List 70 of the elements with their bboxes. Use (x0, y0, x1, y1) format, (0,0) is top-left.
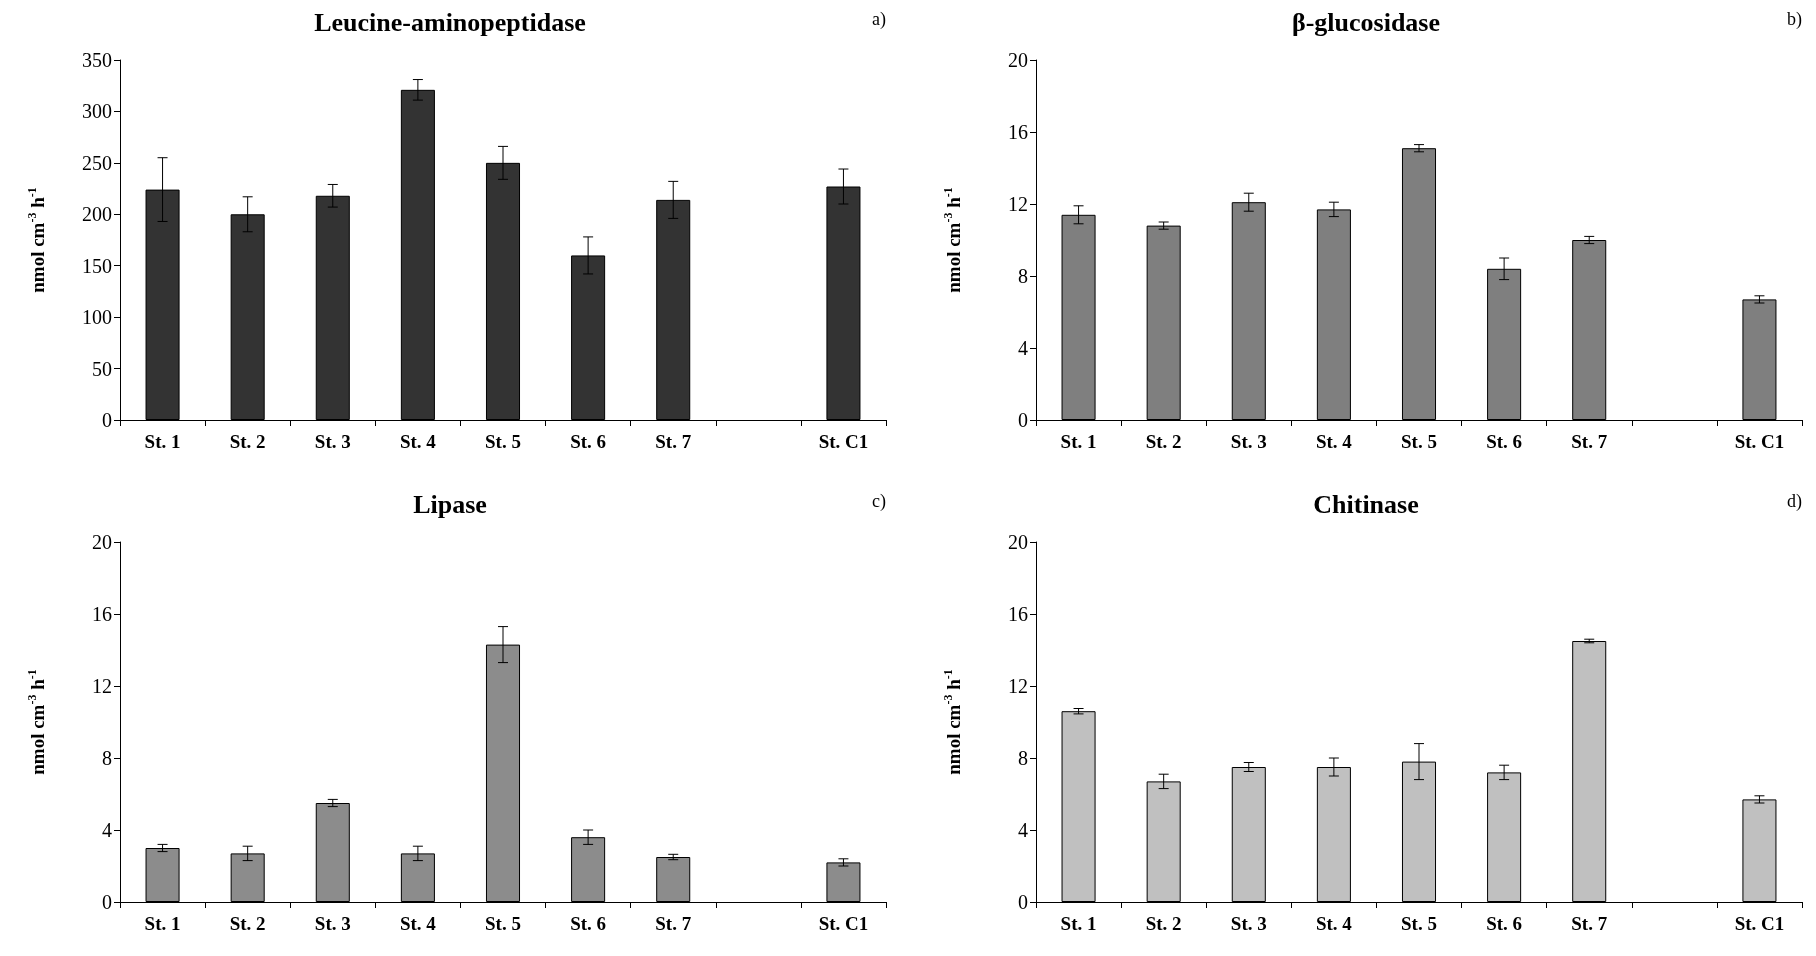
x-tick-label: St. 7 (655, 913, 692, 934)
x-tick-label: St. 5 (485, 913, 521, 934)
y-tick-label: 8 (1018, 747, 1028, 769)
y-tick-label: 200 (82, 203, 112, 226)
x-tick-label: St. 1 (144, 913, 181, 934)
y-tick-label: 8 (102, 747, 112, 769)
x-tick-label: St. 6 (1486, 913, 1523, 934)
y-tick-label: 20 (92, 531, 112, 553)
chart-title: Lipase (413, 489, 487, 519)
chart-title: β-glucosidase (1291, 7, 1441, 37)
y-axis-title: nmol cm-3 h-1 (941, 669, 964, 775)
y-tick-label: 300 (82, 100, 112, 123)
y-tick-label: 4 (1018, 819, 1028, 841)
y-axis-title: nmol cm-3 h-1 (941, 187, 964, 293)
y-tick-label: 8 (1018, 265, 1028, 287)
x-tick-label: St. 6 (570, 431, 607, 452)
x-tick-label: St. C1 (1734, 431, 1785, 452)
y-tick-label: 20 (1008, 531, 1028, 553)
y-tick-label: 16 (92, 603, 112, 625)
x-tick-label: St. 6 (1486, 431, 1523, 452)
x-tick-label: St. 1 (1060, 913, 1097, 934)
x-tick-label: St. 3 (1230, 913, 1267, 934)
x-tick-label: St. 4 (1315, 913, 1353, 934)
x-tick-label: St. 4 (399, 431, 437, 452)
x-tick-label: St. 2 (229, 431, 266, 452)
x-tick-label: St. 2 (1145, 431, 1182, 452)
y-tick-label: 50 (92, 357, 112, 380)
text: c) (872, 491, 887, 512)
x-tick-label: St. 5 (1401, 913, 1437, 934)
x-tick-label: St. C1 (1734, 913, 1785, 934)
y-tick-label: 100 (82, 306, 112, 329)
x-tick-label: St. C1 (818, 431, 869, 452)
y-tick-label: 150 (82, 254, 112, 277)
y-tick-label: 350 (82, 49, 112, 71)
x-tick-label: St. 7 (1571, 431, 1608, 452)
text: a) (872, 9, 887, 30)
y-tick-label: 16 (1008, 603, 1028, 625)
y-axis-title: nmol cm-3 h-1 (25, 187, 48, 293)
y-tick-label: 0 (102, 409, 112, 431)
x-tick-label: St. 1 (1060, 431, 1097, 452)
x-tick-label: St. 7 (655, 431, 692, 452)
x-tick-label: St. 1 (144, 431, 181, 452)
y-tick-label: 4 (1018, 337, 1028, 359)
y-tick-label: 250 (82, 151, 112, 174)
x-tick-label: St. 7 (1571, 913, 1608, 934)
x-tick-label: St. 3 (1230, 431, 1267, 452)
x-tick-label: St. 6 (570, 913, 607, 934)
y-tick-label: 16 (1008, 121, 1028, 143)
y-tick-label: 0 (1018, 409, 1028, 431)
y-tick-label: 0 (1018, 891, 1028, 913)
x-tick-label: St. 2 (1145, 913, 1182, 934)
y-tick-label: 4 (102, 819, 112, 841)
text: d) (1787, 491, 1803, 512)
chart-title: Leucine-aminopeptidase (314, 7, 586, 37)
x-tick-label: St. C1 (818, 913, 869, 934)
x-tick-label: St. 2 (229, 913, 266, 934)
x-tick-label: St. 5 (1401, 431, 1437, 452)
x-tick-label: St. 3 (314, 913, 351, 934)
x-tick-label: St. 4 (399, 913, 437, 934)
chart-title: Chitinase (1313, 489, 1419, 519)
x-tick-label: St. 4 (1315, 431, 1353, 452)
y-axis-title: nmol cm-3 h-1 (25, 669, 48, 775)
y-tick-label: 12 (92, 675, 112, 697)
y-tick-label: 20 (1008, 49, 1028, 71)
y-tick-label: 12 (1008, 675, 1028, 697)
y-tick-label: 0 (102, 891, 112, 913)
x-tick-label: St. 5 (485, 431, 521, 452)
y-tick-label: 12 (1008, 193, 1028, 215)
text: b) (1787, 9, 1803, 30)
x-tick-label: St. 3 (314, 431, 351, 452)
